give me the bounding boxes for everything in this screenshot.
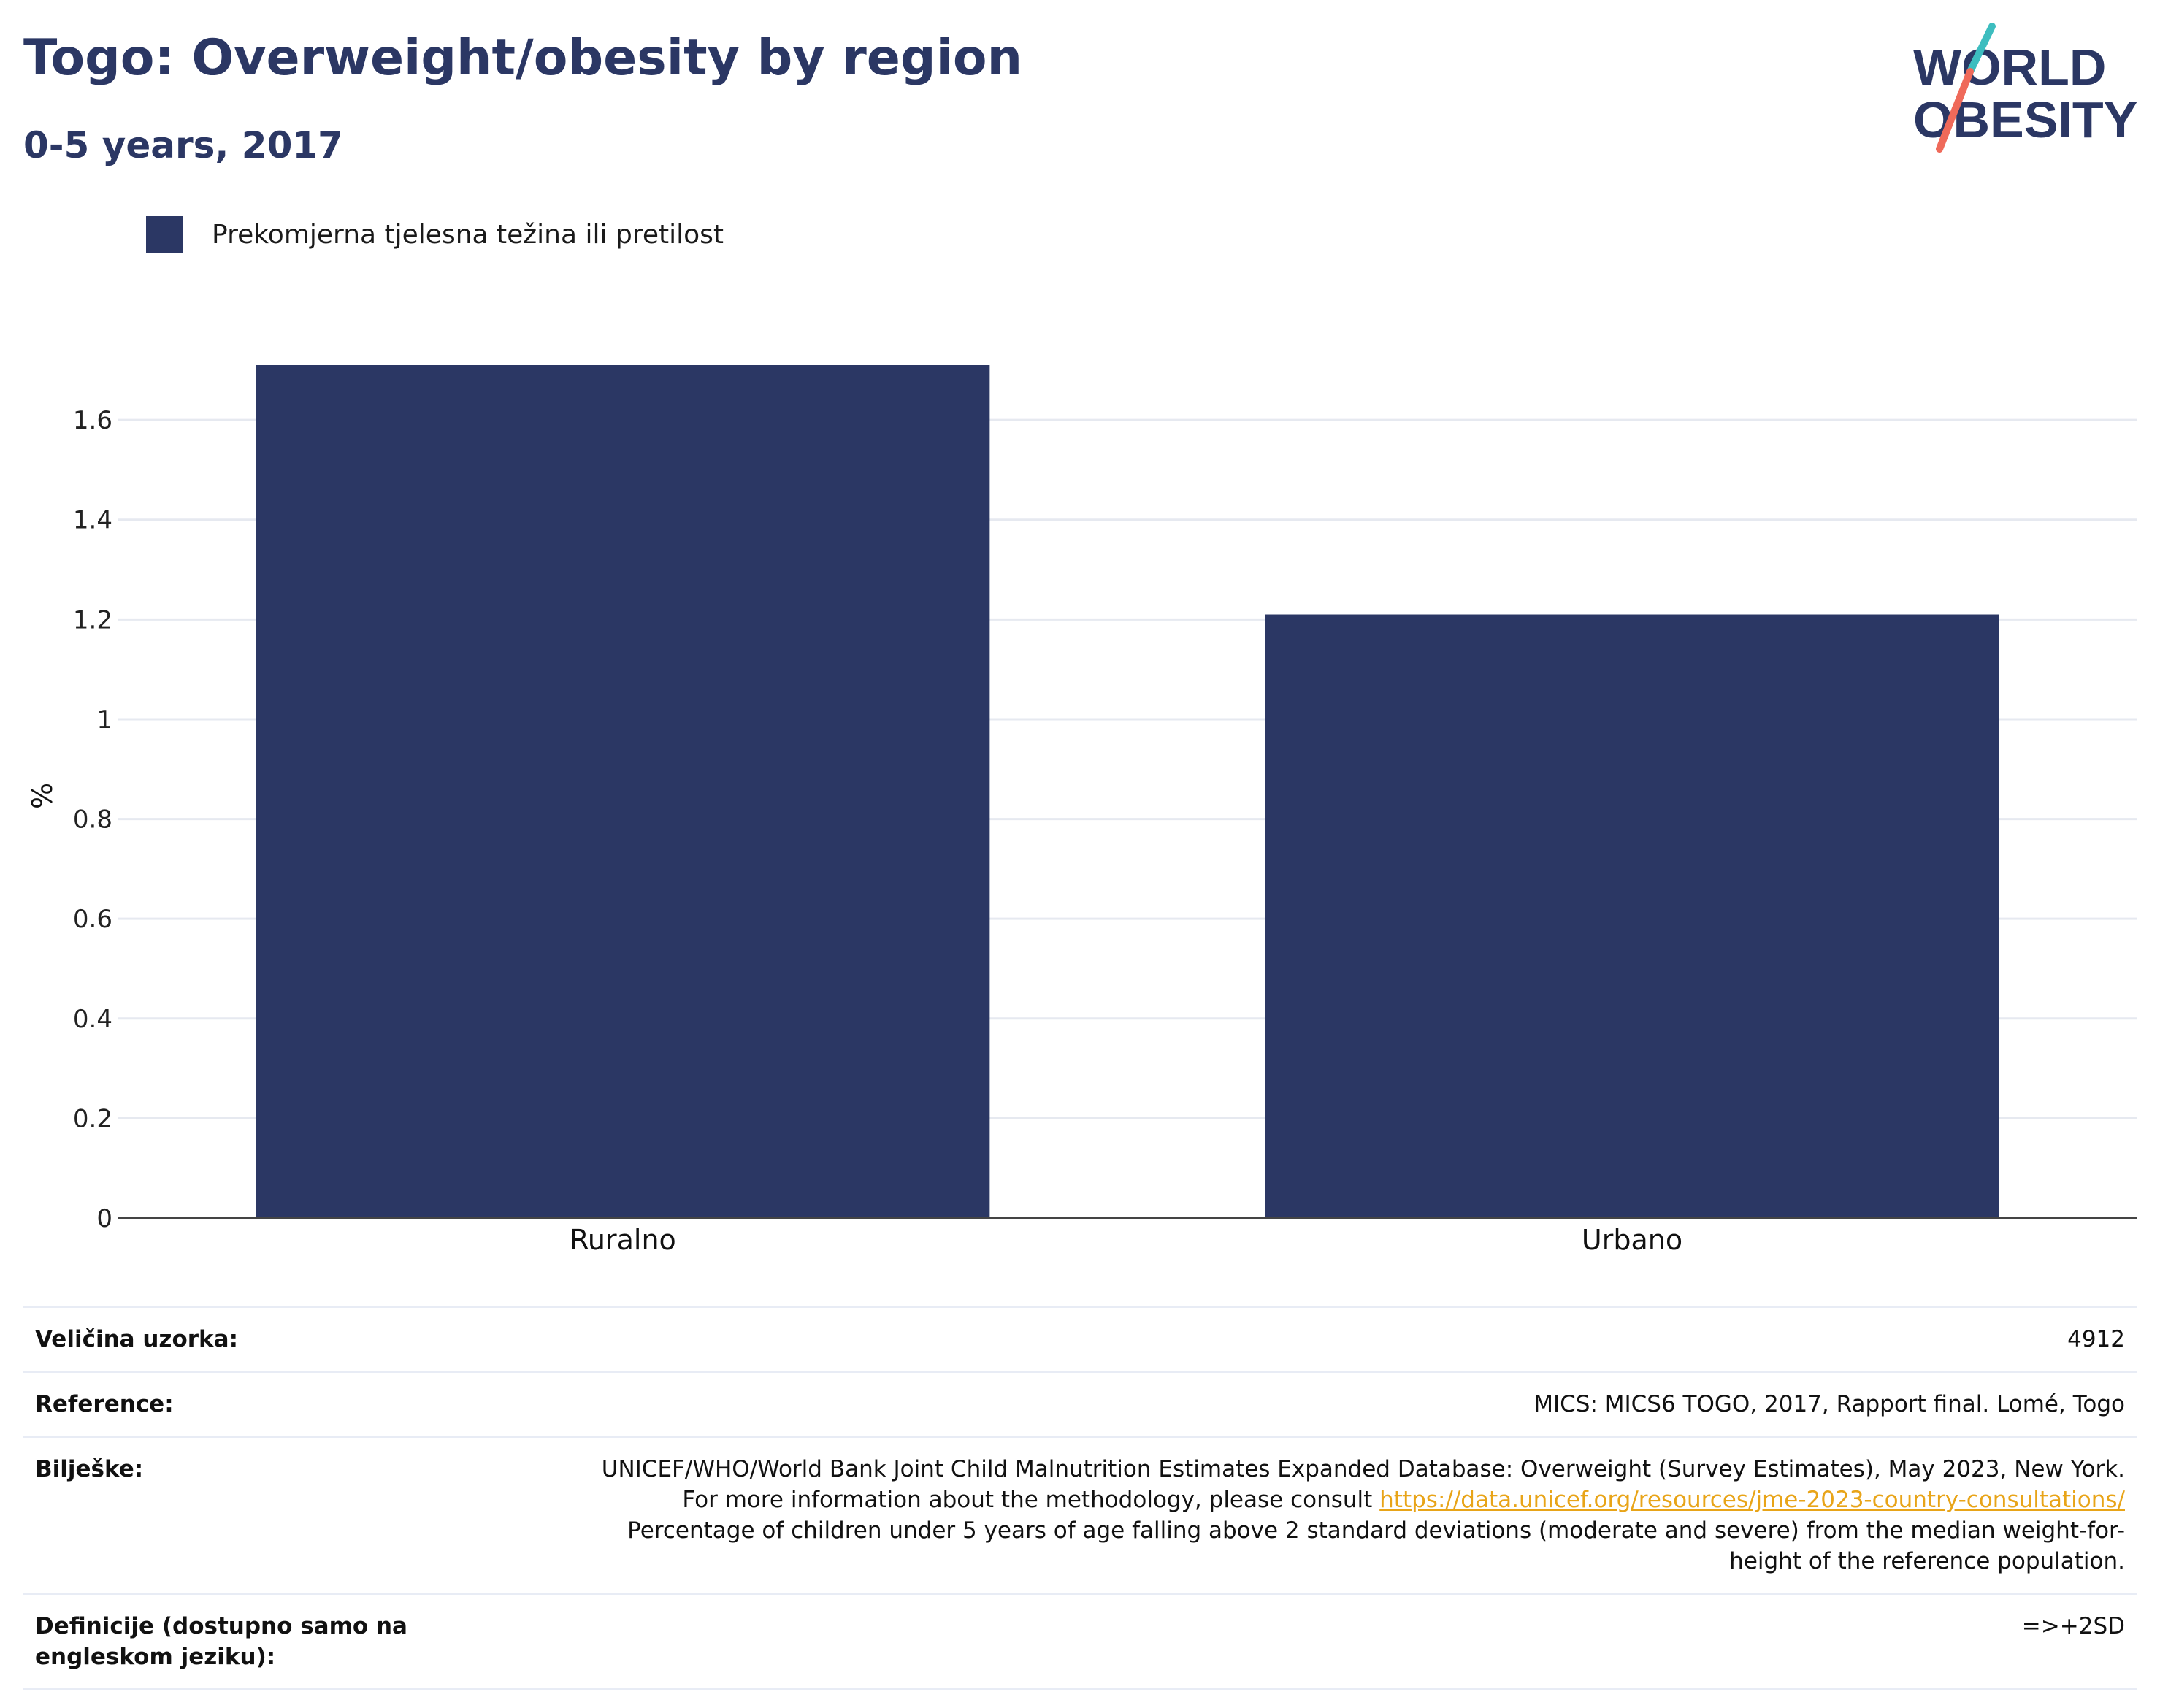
y-tick-label: 1.6 — [73, 406, 112, 435]
meta-row-notes: Bilješke: UNICEF/WHO/World Bank Joint Ch… — [23, 1436, 2137, 1594]
meta-row-definitions: Definicije (dostupno samo na engleskom j… — [23, 1593, 2137, 1690]
legend[interactable]: Prekomjerna tjelesna težina ili pretilos… — [146, 216, 724, 253]
x-tick-label: Urbano — [1582, 1224, 1682, 1256]
notes-text-1: UNICEF/WHO/World Bank Joint Child Malnut… — [601, 1456, 2125, 1513]
reference-value: MICS: MICS6 TOGO, 2017, Rapport final. L… — [558, 1371, 2137, 1437]
reference-label: Reference: — [23, 1371, 558, 1437]
logo-slash-teal — [1966, 23, 1996, 75]
bar — [1265, 614, 1999, 1218]
notes-label: Bilješke: — [23, 1436, 558, 1594]
y-tick-label: 0.8 — [73, 805, 112, 835]
logo-line1: WORLD — [1913, 39, 2106, 96]
bar — [256, 365, 990, 1218]
legend-swatch — [146, 216, 183, 253]
sample-size-value: 4912 — [558, 1306, 2137, 1372]
metadata-table: Veličina uzorka: 4912 Reference: MICS: M… — [23, 1306, 2137, 1690]
chart-title: Togo: Overweight/obesity by region — [23, 29, 1023, 87]
methodology-link[interactable]: https://data.unicef.org/resources/jme-20… — [1379, 1487, 2125, 1513]
definitions-label: Definicije (dostupno samo na engleskom j… — [23, 1593, 558, 1690]
y-tick-label: 1.4 — [73, 506, 112, 535]
y-tick-label: 0 — [96, 1204, 112, 1233]
y-tick-label: 0.4 — [73, 1005, 112, 1034]
chart-subtitle: 0-5 years, 2017 — [23, 124, 343, 166]
y-tick-label: 0.6 — [73, 905, 112, 934]
sample-size-label: Veličina uzorka: — [23, 1306, 558, 1372]
y-tick-label: 1 — [96, 705, 112, 735]
definitions-value: =>+2SD — [558, 1593, 2137, 1690]
x-tick-label: Ruralno — [570, 1224, 676, 1256]
notes-text-2: Percentage of children under 5 years of … — [627, 1517, 2125, 1574]
y-tick-label: 1.2 — [73, 605, 112, 635]
bar-chart: 0 0.2 0.4 0.6 0.8 1 1.2 1.4 1.6 Ruralno Urbano — [73, 365, 2137, 1256]
y-tick-label: 0.2 — [73, 1104, 112, 1133]
logo-slash-coral — [1936, 68, 1974, 153]
meta-row-reference: Reference: MICS: MICS6 TOGO, 2017, Rappo… — [23, 1371, 2137, 1437]
meta-row-sample: Veličina uzorka: 4912 — [23, 1306, 2137, 1372]
world-obesity-logo[interactable]: WORLD OBESITY — [1899, 20, 2147, 159]
notes-value: UNICEF/WHO/World Bank Joint Child Malnut… — [558, 1436, 2137, 1594]
legend-label: Prekomjerna tjelesna težina ili pretilos… — [212, 219, 724, 250]
